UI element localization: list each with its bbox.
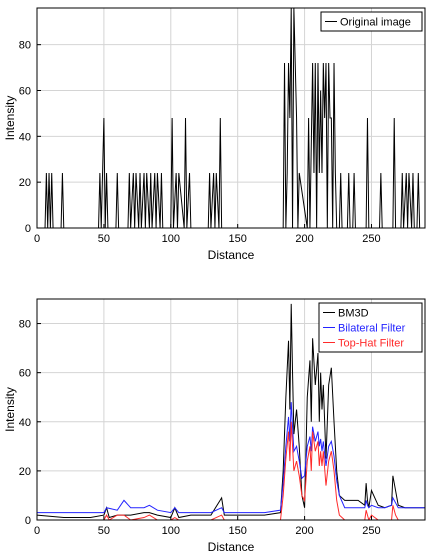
top-y-tick-label: 0 — [25, 223, 31, 235]
top-y-tick-label: 60 — [19, 86, 31, 98]
top-y-axis-label: Intensity — [3, 96, 17, 141]
bottom-series-line-2 — [37, 402, 425, 514]
top-y-tick-label: 40 — [19, 131, 31, 143]
bottom-legend-box — [318, 302, 423, 353]
top-x-tick-label: 50 — [98, 233, 110, 245]
top-chart: 0 50 100 150 200 250 0 20 40 60 80 Distance Intensit… — [3, 7, 426, 262]
bottom-y-tick-label: 20 — [19, 466, 31, 478]
bottom-x-axis-label: Distance — [208, 540, 255, 554]
top-x-tick-label: 200 — [295, 233, 313, 245]
bottom-y-axis-label: Intensity — [3, 387, 17, 432]
top-legend-box — [320, 11, 423, 32]
bottom-x-tick-label: 150 — [229, 525, 247, 537]
bottom-series-line-1 — [37, 303, 425, 519]
bottom-chart: 0 50 100 150 200 250 0 20 40 60 80 Distance Intensit… — [3, 298, 426, 554]
bottom-legend-label: Top-Hat Filter — [338, 338, 404, 350]
bottom-x-tick-label: 100 — [162, 525, 180, 537]
top-y-tick-label: 80 — [19, 40, 31, 52]
top-x-tick-label: 0 — [34, 233, 40, 245]
bottom-legend: BM3D Bilateral Filter Top-Hat Filter — [318, 302, 423, 353]
top-x-tick-label: 100 — [162, 233, 180, 245]
bottom-x-tick-label: 250 — [362, 525, 380, 537]
bottom-series-line-3 — [37, 421, 425, 520]
top-x-tick-label: 150 — [229, 233, 247, 245]
bottom-x-tick-label: 50 — [98, 525, 110, 537]
top-y-tick-label: 20 — [19, 177, 31, 189]
bottom-x-tick-label: 200 — [295, 525, 313, 537]
bottom-y-tick-label: 40 — [19, 417, 31, 429]
bottom-y-tick-label: 80 — [19, 319, 31, 331]
top-x-axis-label: Distance — [208, 248, 255, 262]
bottom-plot-frame — [36, 298, 426, 521]
top-legend-label: Original image — [340, 17, 411, 29]
bottom-y-tick-label: 0 — [25, 515, 31, 527]
bottom-legend-label: BM3D — [338, 308, 369, 320]
top-series-line-1 — [37, 8, 425, 228]
top-x-tick-label: 250 — [362, 233, 380, 245]
bottom-legend-label: Bilateral Filter — [338, 323, 406, 335]
top-plot-frame — [36, 7, 426, 229]
bottom-x-tick-label: 0 — [34, 525, 40, 537]
bottom-y-tick-label: 60 — [19, 368, 31, 380]
top-legend: Original image — [320, 11, 423, 32]
